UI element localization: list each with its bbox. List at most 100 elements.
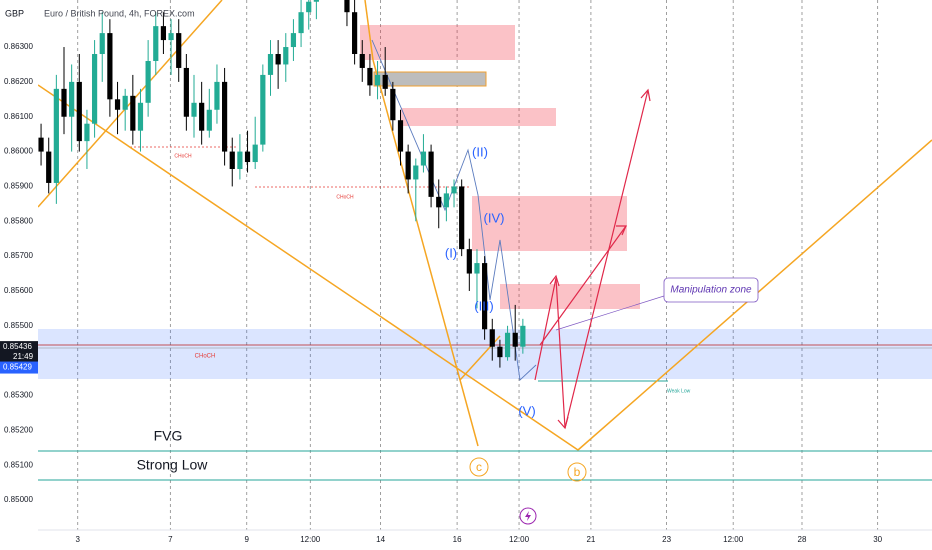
y-tick-label: 0.86000 — [4, 147, 33, 156]
x-tick-label: 12:00 — [723, 535, 744, 544]
wave-label: (II) — [472, 144, 488, 159]
candle-body — [443, 193, 449, 208]
candle-body — [367, 67, 373, 86]
y-tick-label: 0.85900 — [4, 182, 33, 191]
supply-zone — [360, 25, 515, 60]
bid-price-label: 0.85429 — [3, 363, 32, 372]
candle-body — [107, 33, 113, 100]
candle-body — [413, 165, 419, 180]
y-tick-label: 0.86100 — [4, 112, 33, 121]
fvg-label: FVG — [154, 428, 183, 444]
candle-body — [160, 26, 167, 41]
candle-body — [420, 151, 427, 166]
candle-body — [344, 0, 350, 13]
candle-body — [374, 74, 381, 86]
candle-body — [237, 151, 243, 170]
candle-body — [504, 332, 511, 358]
x-tick-label: 14 — [376, 535, 385, 544]
x-tick-label: 7 — [168, 535, 173, 544]
candle-body — [122, 95, 128, 110]
y-tick-label: 0.85600 — [4, 286, 33, 295]
wave-label: (IV) — [484, 210, 505, 225]
candle-body — [137, 102, 144, 131]
candle-body — [130, 95, 136, 131]
choch-label: CHoCH — [336, 194, 354, 200]
wave-label: (V) — [518, 403, 535, 418]
candle-body — [489, 329, 495, 347]
x-tick-label: 23 — [662, 535, 671, 544]
candles — [38, 0, 526, 368]
candle-body — [397, 120, 404, 152]
last-price-label: 0.85436 — [3, 342, 32, 351]
candle-body — [306, 1, 312, 13]
point-circle — [567, 462, 587, 482]
candle-body — [352, 12, 358, 55]
y-tick-label: 0.86300 — [4, 42, 33, 51]
callout-line — [555, 295, 665, 331]
y-tick-label: 0.85800 — [4, 216, 33, 225]
candle-body — [520, 325, 526, 347]
choch-label: CHoCH — [195, 354, 216, 360]
candle-body — [382, 74, 388, 89]
candle-body — [313, 0, 319, 2]
y-axis-area — [0, 0, 38, 550]
candle-body — [436, 196, 442, 208]
candle-body — [145, 60, 151, 103]
grid — [77, 0, 879, 530]
candle-body — [451, 186, 457, 194]
zone — [373, 71, 487, 87]
candle-body — [267, 54, 274, 75]
supply-zone — [472, 196, 627, 251]
y-tick-label: 0.85100 — [4, 460, 33, 469]
countdown-label: 21:49 — [13, 352, 34, 361]
x-tick-label: 16 — [453, 535, 462, 544]
candle-body — [114, 99, 121, 110]
candle-body — [466, 249, 472, 274]
last-price-box — [0, 341, 38, 364]
candle-body — [153, 26, 159, 61]
event-icon — [519, 507, 537, 525]
currency: GBP — [5, 8, 24, 18]
drawings — [38, 0, 932, 525]
candle-body — [497, 346, 503, 358]
supply-zone — [401, 108, 556, 126]
candle-body — [260, 74, 266, 145]
bid-price-box — [0, 361, 38, 374]
strong-low-label: Strong Low — [137, 457, 209, 473]
x-tick-label: 12:00 — [300, 535, 321, 544]
candle-body — [99, 33, 105, 55]
candle-body — [61, 88, 67, 117]
candle-body — [69, 81, 75, 117]
candle-body — [459, 186, 465, 250]
candle-body — [84, 123, 90, 142]
x-tick-label: 9 — [245, 535, 250, 544]
annotations: FVG Strong Low Weak Low CHoCH CHoCH CHoC… — [137, 144, 752, 479]
candle-body — [512, 332, 518, 347]
candle-body — [283, 47, 289, 65]
y-tick-label: 0.85500 — [4, 321, 33, 330]
x-tick-label: 30 — [873, 535, 882, 544]
candle-body — [206, 109, 212, 131]
candle-body — [176, 33, 182, 68]
candle-body — [183, 67, 189, 117]
candle-body — [191, 102, 197, 117]
point-circle — [469, 457, 489, 477]
point-label: c — [476, 460, 482, 474]
candle-body — [474, 263, 480, 274]
candle-body — [76, 81, 82, 142]
x-tick-label: 3 — [76, 535, 81, 544]
candle-body — [229, 151, 235, 170]
chart-title: Euro / British Pound, 4h, FOREX.com — [44, 8, 195, 18]
x-tick-label: 28 — [798, 535, 807, 544]
wave-label: (I) — [445, 245, 457, 260]
x-tick-label: 12:00 — [509, 535, 530, 544]
callout-box — [663, 277, 759, 303]
candle-body — [390, 88, 396, 121]
candle-body — [46, 151, 52, 183]
candle-body — [359, 54, 365, 68]
candle-body — [199, 102, 205, 131]
point-label: b — [574, 465, 581, 479]
candle-body — [428, 151, 434, 197]
